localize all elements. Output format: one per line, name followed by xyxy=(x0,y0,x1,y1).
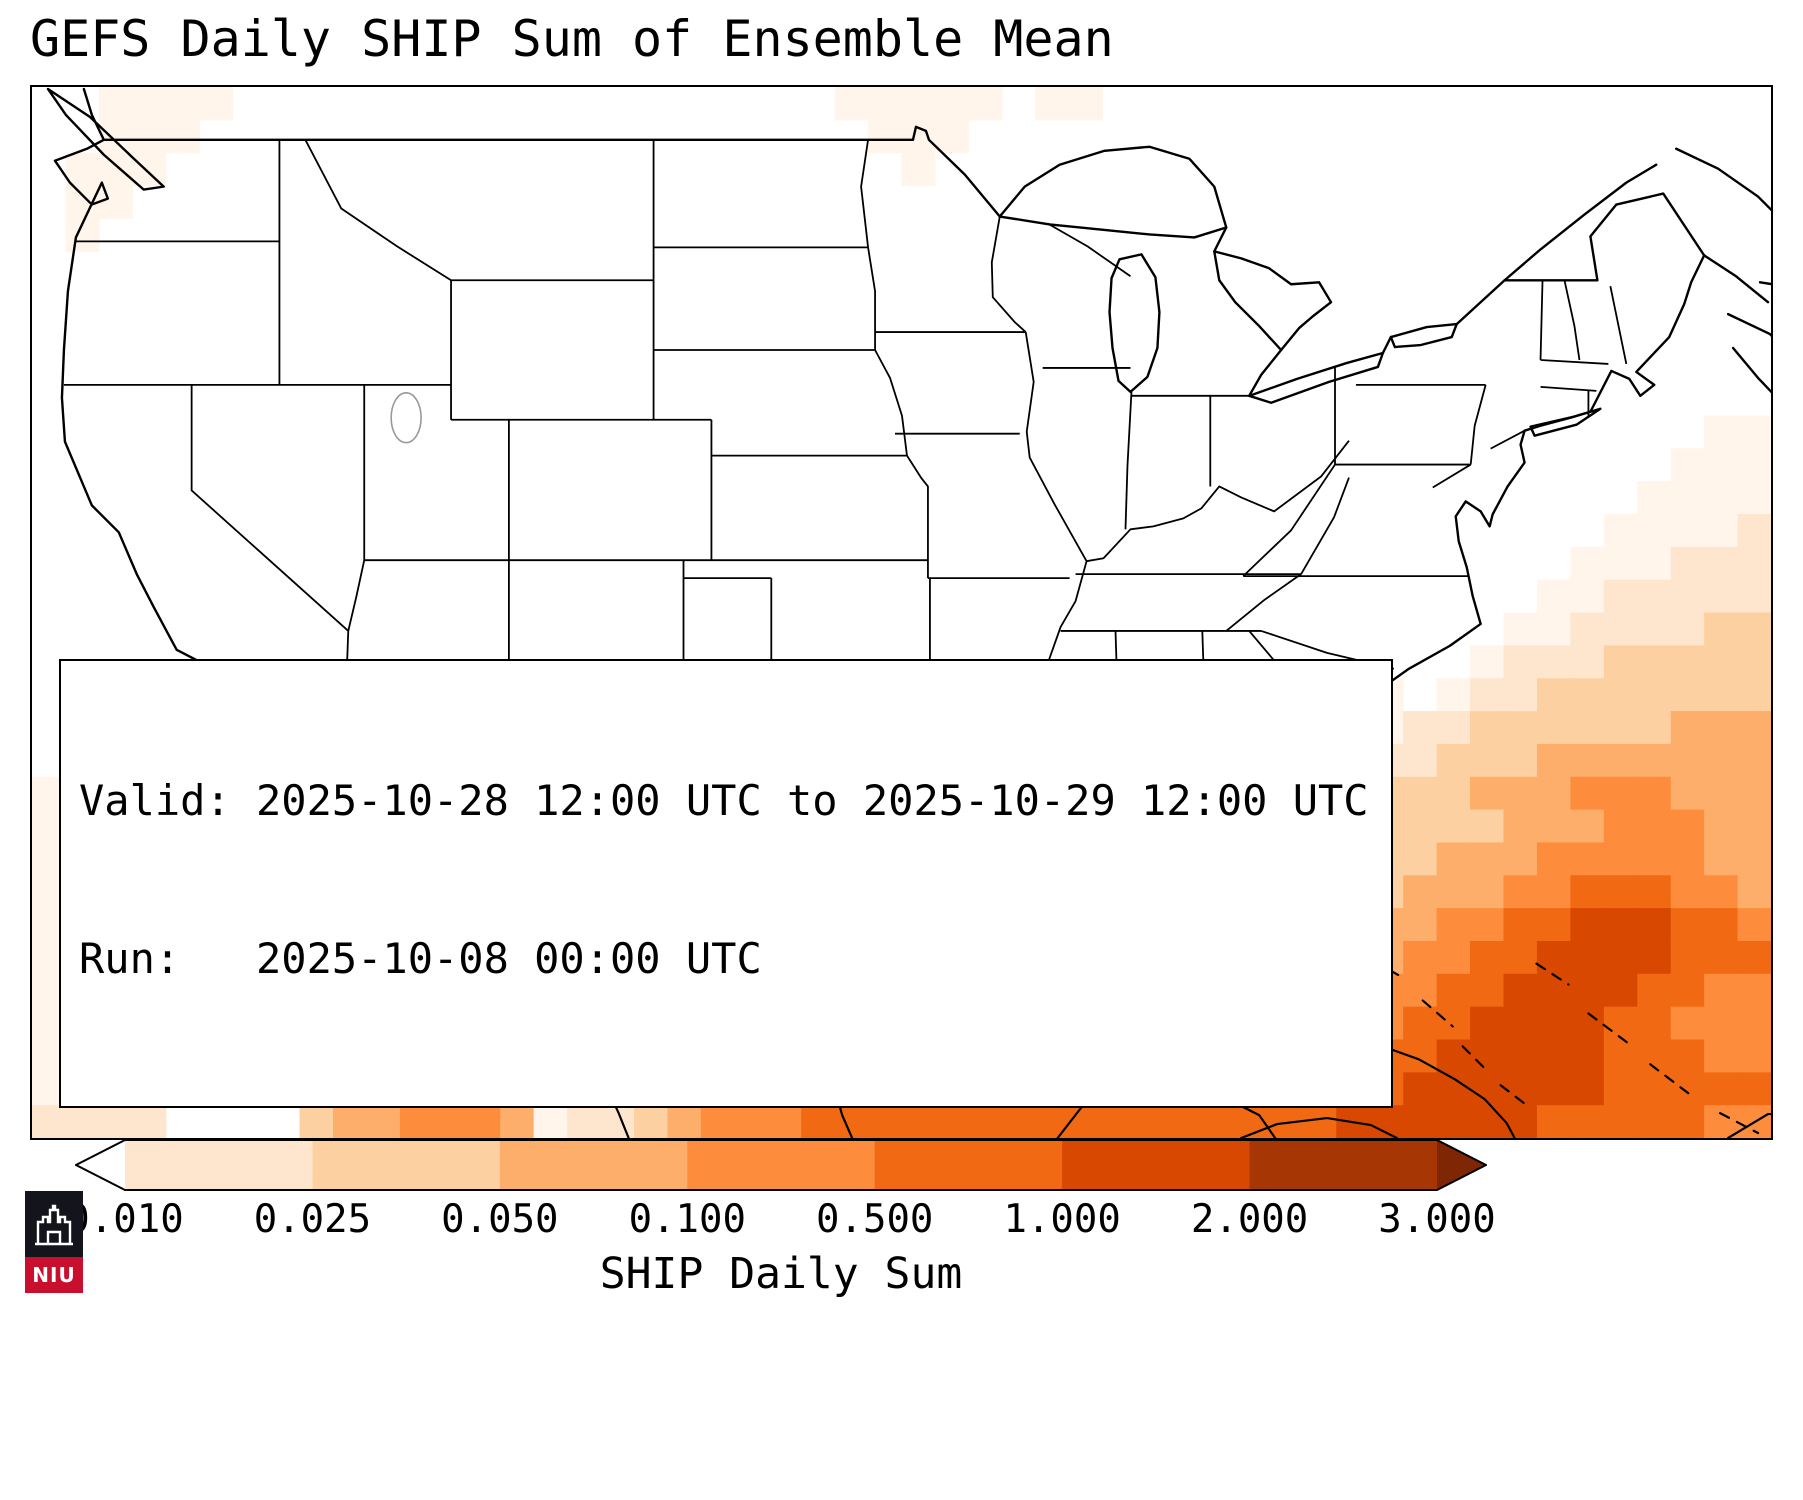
colorbar-tick-label: 0.100 xyxy=(628,1197,746,1242)
us-canada-border-west xyxy=(102,125,1001,218)
great-salt-lake xyxy=(390,392,422,444)
colorbar-tick-label: 0.025 xyxy=(253,1197,372,1242)
state-borders xyxy=(63,139,1628,814)
colorbar-label: SHIP Daily Sum xyxy=(599,1249,963,1299)
colorbar xyxy=(73,1139,1489,1191)
colorbar-tick-label: 3.000 xyxy=(1378,1197,1496,1242)
lake-michigan xyxy=(1108,253,1161,394)
colorbar-gradient xyxy=(73,1139,1489,1191)
figure-title: GEFS Daily SHIP Sum of Ensemble Mean xyxy=(30,10,1114,68)
canada-maritime-coast xyxy=(1503,147,1771,394)
niu-shield xyxy=(25,1191,83,1257)
lake-connecting-channels xyxy=(1213,226,1393,398)
hispaniola-coast xyxy=(1727,1112,1771,1138)
long-island xyxy=(1529,407,1602,437)
us-canada-border-east xyxy=(1455,192,1706,326)
niu-logo-text: NIU xyxy=(25,1257,83,1293)
valid-run-box: Valid: 2025-10-28 12:00 UTC to 2025-10-2… xyxy=(59,658,1393,1108)
lake-superior xyxy=(998,145,1228,239)
castle-icon xyxy=(35,1204,73,1246)
colorbar-tick-label: 0.050 xyxy=(441,1197,559,1242)
colorbar-tick-label: 1.000 xyxy=(1003,1197,1121,1242)
coastlines-and-national-borders xyxy=(46,87,1771,975)
lake-erie xyxy=(1248,351,1385,404)
run-line: Run: 2025-10-08 00:00 UTC xyxy=(79,934,762,984)
vancouver-island xyxy=(46,87,165,191)
colorbar-tick-label: 2.000 xyxy=(1190,1197,1309,1242)
niu-logo: NIU xyxy=(25,1191,83,1293)
colorbar-tick-label: 0.500 xyxy=(816,1197,934,1242)
colorbar-tick-labels: 0.010 0.025 0.050 0.100 0.500 1.000 2.000 3.000 xyxy=(66,1197,1495,1243)
map-panel: Valid: 2025-10-28 12:00 UTC to 2025-10-2… xyxy=(30,85,1773,1140)
lake-huron xyxy=(1213,250,1333,352)
lake-ontario xyxy=(1389,322,1458,349)
island-chains-dashed xyxy=(1264,959,1760,1135)
keys-and-bahamas xyxy=(1264,959,1760,1135)
colorbar-tick-label: 0.010 xyxy=(66,1197,184,1242)
valid-line: Valid: 2025-10-28 12:00 UTC to 2025-10-2… xyxy=(79,775,1369,825)
